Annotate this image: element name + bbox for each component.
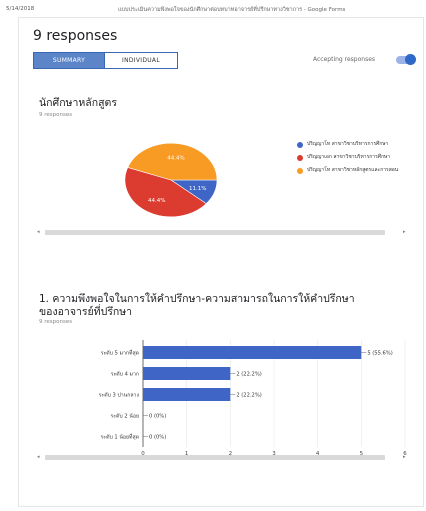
x-tick-label: 2 (229, 451, 233, 456)
pie-slice-label: 44.4% (148, 198, 165, 204)
bar-data-label: 5 (55.6%) (367, 351, 392, 357)
legend-dot-orange (297, 168, 303, 174)
legend-label: ปริญญาโท สาขาวิชาบริหารการศึกษา (307, 141, 389, 147)
accepting-responses-toggle[interactable] (396, 54, 416, 65)
responses-title: 9 responses (33, 28, 118, 44)
tab-summary[interactable]: SUMMARY (34, 53, 104, 68)
legend-item: ปริญญาโท สาขาวิชาหลักสูตรและการสอน (297, 167, 415, 174)
horizontal-scrollbar[interactable] (45, 230, 385, 235)
x-tick-label: 3 (272, 451, 276, 456)
pie-slice-label: 44.4% (167, 156, 184, 162)
legend-label: ปริญญาโท สาขาวิชาหลักสูตรและการสอน (307, 167, 399, 173)
browser-print-header: 5/14/2018 แบบประเมินความพึงพอใจของนักศึก… (0, 0, 426, 18)
x-tick-label: 4 (316, 451, 320, 456)
y-category-label: ระดับ 4 มาก (111, 371, 139, 378)
print-date: 5/14/2018 (6, 6, 35, 12)
bar-data-label: 0 (0%) (149, 414, 166, 420)
response-tabs: SUMMARY INDIVIDUAL (33, 52, 178, 69)
pie-legend: ปริญญาโท สาขาวิชาบริหารการศึกษา ปริญญาเอ… (297, 141, 415, 180)
bar (143, 388, 231, 401)
legend-item: ปริญญาโท สาขาวิชาบริหารการศึกษา (297, 141, 415, 148)
accepting-responses-label: Accepting responses (313, 56, 376, 63)
y-category-label: ระดับ 5 มากที่สุด (101, 350, 139, 357)
toggle-knob (405, 54, 416, 65)
question-title-line1: 1. ความพึงพอใจในการให้คำปรึกษา-ความสามาร… (39, 293, 355, 305)
bar-data-label: 2 (22.2%) (236, 372, 261, 378)
y-category-label: ระดับ 2 น้อย (110, 413, 139, 420)
pie-chart: 11.1% 44.4% 44.4% (124, 142, 218, 218)
bar-data-label: 0 (0%) (149, 435, 166, 441)
response-count: 9 responses (39, 112, 73, 118)
bar-chart: 0 1 2 3 4 5 6 ระดับ 5 มากที่สุด 5 (55.6%) ระดับ 4… (99, 340, 407, 456)
y-category-label: ระดับ 1 น้อยที่สุด (101, 434, 140, 441)
x-tick-label: 5 (360, 451, 364, 456)
legend-item: ปริญญาเอก สาขาวิชาบริหารการศึกษา (297, 154, 415, 161)
legend-dot-blue (297, 142, 303, 148)
scroll-left-icon[interactable]: ◂ (37, 229, 40, 235)
tab-individual[interactable]: INDIVIDUAL (104, 53, 177, 68)
bar (143, 367, 231, 380)
response-count: 9 responses (39, 319, 73, 325)
question-title-program: นักศึกษาหลักสูตร (39, 97, 117, 109)
legend-dot-red (297, 155, 303, 161)
legend-label: ปริญญาเอก สาขาวิชาบริหารการศึกษา (307, 154, 391, 160)
bar-data-label: 2 (22.2%) (236, 393, 261, 399)
y-category-label: ระดับ 3 ปานกลาง (99, 392, 140, 399)
print-page-title: แบบประเมินความพึงพอใจของนักศึกษาต่อบทบาท… (118, 7, 346, 13)
x-tick-label: 6 (403, 451, 407, 456)
responses-page: 9 responses SUMMARY INDIVIDUAL Accepting… (18, 17, 424, 507)
horizontal-scrollbar[interactable] (45, 455, 385, 460)
pie-slice (127, 142, 218, 181)
scroll-left-icon[interactable]: ◂ (37, 454, 40, 460)
x-tick-label: 0 (141, 451, 145, 456)
scroll-right-icon[interactable]: ▸ (403, 454, 406, 460)
pie-slice-label: 11.1% (189, 186, 206, 192)
question-title-line2: ของอาจารย์ที่ปรึกษา (39, 306, 133, 318)
pie-slice (124, 167, 207, 218)
bar (143, 346, 362, 359)
x-tick-label: 1 (185, 451, 189, 456)
scroll-right-icon[interactable]: ▸ (403, 229, 406, 235)
